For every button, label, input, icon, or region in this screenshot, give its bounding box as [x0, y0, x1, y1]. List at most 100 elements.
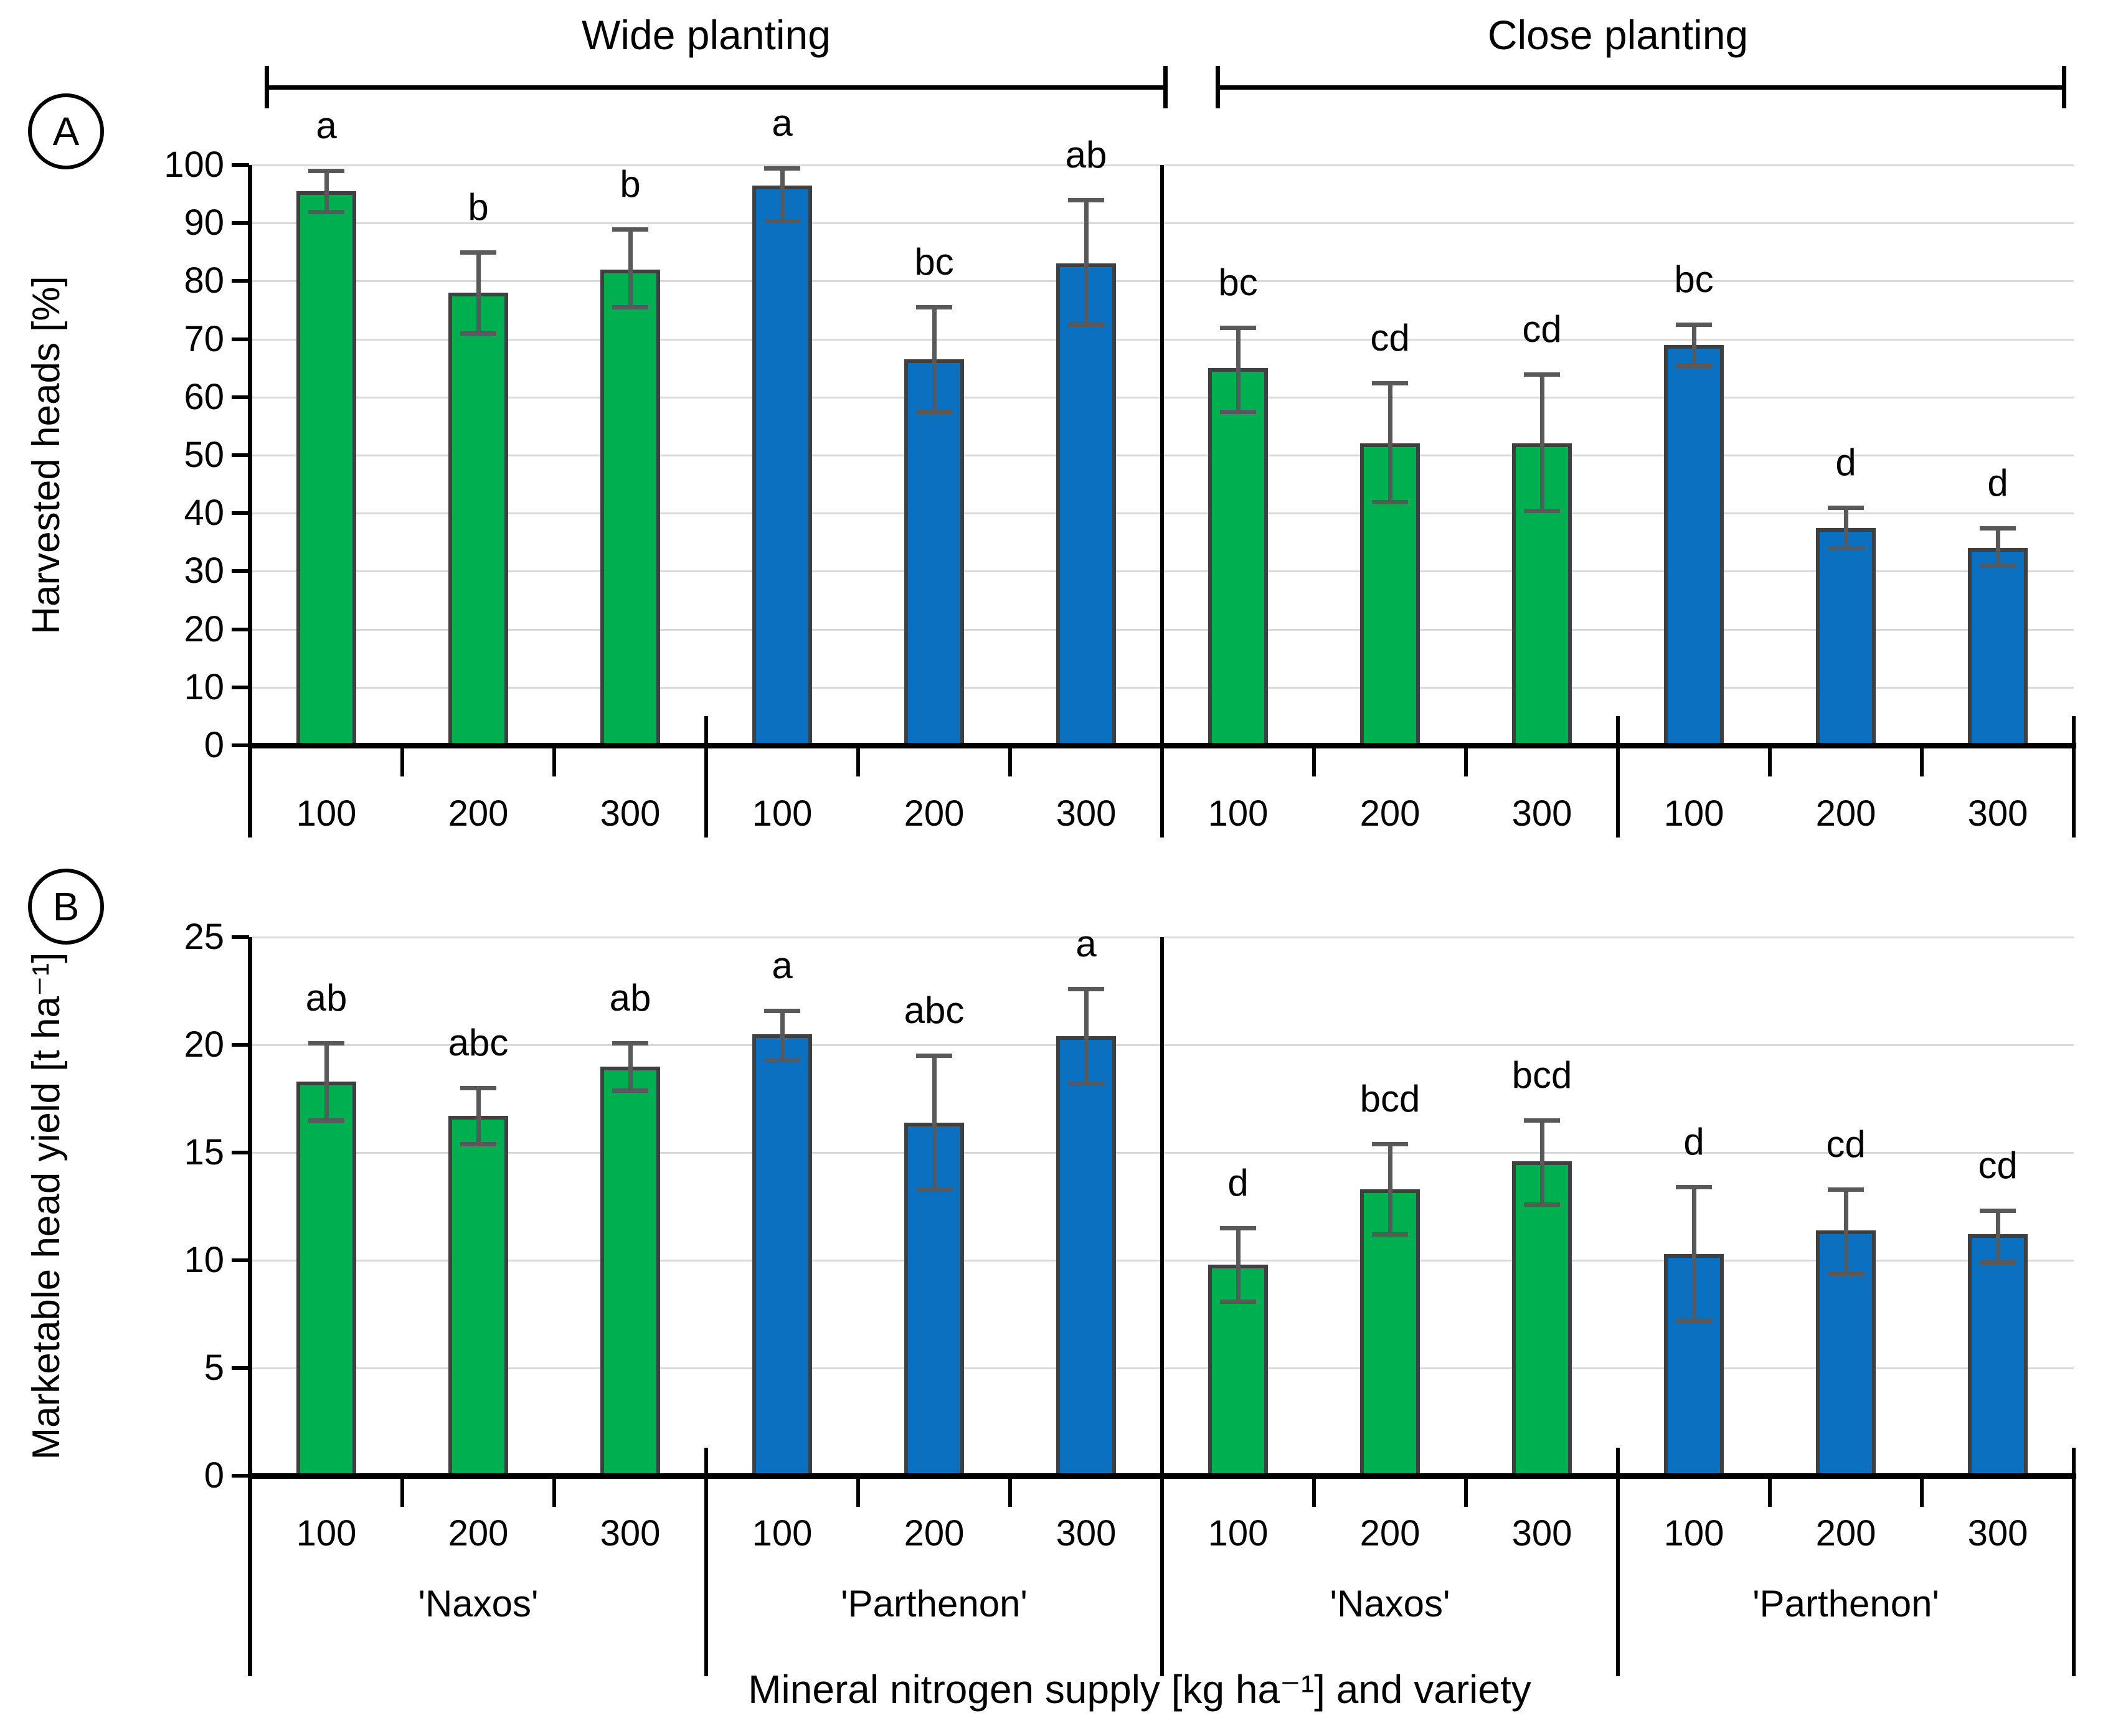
error-bar: [1996, 1210, 2000, 1263]
error-bar: [1996, 527, 2000, 566]
significance-label: d: [1227, 1162, 1249, 1204]
bar: [752, 1034, 812, 1476]
x-axis-minor-tick: [1768, 745, 1772, 776]
y-tick-label: 90: [184, 202, 224, 243]
error-bar: [932, 1055, 937, 1189]
x-tick-label: 200: [448, 793, 509, 834]
panel-b-label-text: B: [52, 884, 80, 929]
y-tick-label: 20: [184, 1024, 224, 1065]
error-bar-lower-cap: [308, 209, 344, 214]
planting-divider: [1160, 165, 1164, 837]
y-axis-line: [248, 937, 252, 1676]
significance-label: ab: [1065, 133, 1107, 176]
x-axis-minor-tick: [1008, 1476, 1012, 1507]
group-divider: [704, 716, 708, 837]
y-tick-label: 60: [184, 376, 224, 417]
y-tick-label: 50: [184, 435, 224, 475]
x-tick-label: 300: [1511, 793, 1572, 834]
error-bar: [324, 1042, 329, 1121]
x-tick-label: 200: [1359, 1513, 1420, 1554]
error-bar-upper-cap: [460, 1086, 496, 1091]
bar: [1056, 263, 1116, 745]
x-tick-label: 100: [1663, 793, 1724, 834]
error-bar: [1236, 327, 1241, 412]
error-bar: [1692, 1187, 1696, 1321]
error-bar: [1540, 1120, 1544, 1205]
group-divider: [1616, 716, 1620, 837]
error-bar-lower-cap: [764, 1058, 800, 1063]
x-tick-label: 300: [1056, 1513, 1117, 1554]
error-bar-upper-cap: [1372, 1142, 1408, 1147]
y-axis-tick: [232, 627, 249, 631]
bar: [752, 185, 812, 745]
y-axis-tick: [232, 453, 249, 457]
error-bar-upper-cap: [460, 250, 496, 255]
bar: [1056, 1036, 1116, 1476]
significance-label: d: [1835, 441, 1856, 483]
error-bar: [324, 171, 329, 212]
panel-a-label: A: [28, 93, 104, 169]
error-bar-lower-cap: [1524, 1202, 1560, 1207]
x-axis-minor-tick: [1464, 1476, 1468, 1507]
error-bar-lower-cap: [1980, 564, 2016, 568]
x-tick-label: 300: [1511, 1513, 1572, 1554]
error-bar: [1844, 1189, 1848, 1273]
error-bar-lower-cap: [1372, 499, 1408, 504]
y-axis-tick: [232, 685, 249, 689]
y-axis-tick: [232, 1258, 249, 1262]
significance-label: cd: [1978, 1144, 2018, 1187]
error-bar-lower-cap: [1828, 1271, 1864, 1276]
error-bar-upper-cap: [1372, 380, 1408, 385]
y-tick-label: 5: [204, 1347, 224, 1388]
error-bar: [1388, 1144, 1392, 1235]
error-bar: [932, 307, 937, 412]
error-bar-upper-cap: [1220, 1226, 1256, 1231]
x-axis-minor-tick: [400, 745, 404, 776]
significance-label: abc: [904, 989, 965, 1032]
significance-label: a: [1075, 923, 1097, 965]
close-planting-header: Close planting: [1487, 12, 1749, 58]
planting-divider: [1160, 937, 1164, 1676]
y-tick-label: 30: [184, 550, 224, 592]
error-bar-lower-cap: [460, 331, 496, 336]
y-tick-label: 10: [184, 666, 224, 707]
y-axis-tick: [232, 1151, 249, 1154]
x-tick-label: 300: [600, 1513, 661, 1554]
y-axis-tick: [232, 279, 249, 283]
error-bar-upper-cap: [308, 169, 344, 174]
bar: [1816, 527, 1876, 745]
error-bar-upper-cap: [612, 227, 648, 232]
error-bar-upper-cap: [1980, 1209, 2016, 1214]
error-bar: [1388, 382, 1392, 502]
significance-label: bc: [1674, 258, 1714, 301]
error-bar: [780, 1010, 785, 1060]
error-bar-upper-cap: [1980, 526, 2016, 531]
significance-label: bcd: [1511, 1054, 1572, 1097]
significance-label: ab: [305, 976, 347, 1019]
error-bar-upper-cap: [1828, 1187, 1864, 1192]
x-axis-minor-tick: [1312, 1476, 1316, 1507]
error-bar-upper-cap: [1676, 323, 1712, 328]
x-axis-title: Mineral nitrogen supply [kg ha⁻¹] and va…: [748, 1667, 1531, 1712]
x-axis-minor-tick: [856, 745, 860, 776]
group-divider: [704, 1448, 708, 1676]
error-bar-lower-cap: [612, 305, 648, 310]
error-bar-lower-cap: [764, 218, 800, 223]
error-bar-lower-cap: [612, 1088, 648, 1093]
y-tick-label: 100: [164, 144, 224, 185]
variety-label: 'Parthenon': [841, 1583, 1028, 1625]
x-tick-label: 100: [1663, 1513, 1724, 1554]
error-bar: [1084, 199, 1089, 325]
error-bar-lower-cap: [1676, 1318, 1712, 1323]
y-axis-tick: [232, 935, 249, 939]
y-tick-label: 10: [184, 1240, 224, 1280]
error-bar-upper-cap: [764, 166, 800, 171]
x-tick-label: 100: [752, 793, 813, 834]
y-axis-tick: [232, 221, 249, 225]
bar: [600, 269, 660, 745]
error-bar-upper-cap: [916, 1054, 952, 1059]
error-bar: [1084, 989, 1089, 1084]
x-axis-minor-tick: [856, 1476, 860, 1507]
y-axis-tick: [232, 743, 249, 747]
